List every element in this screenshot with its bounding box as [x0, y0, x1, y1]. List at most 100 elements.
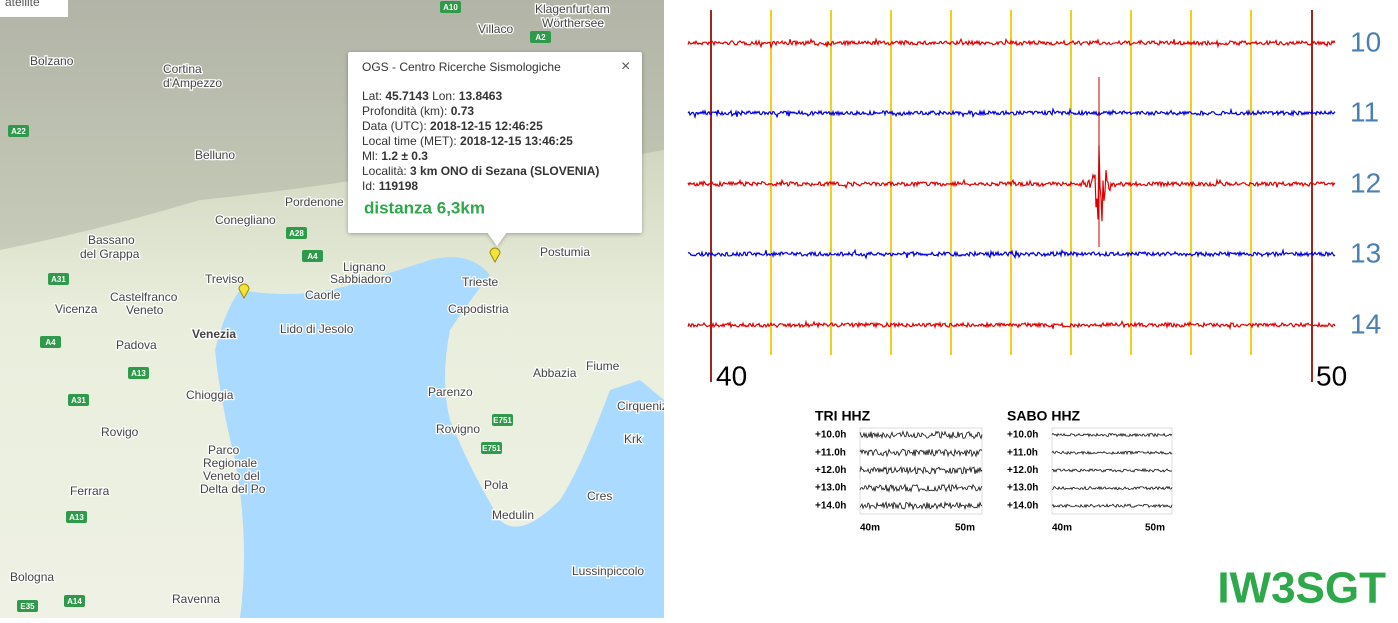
seismo-panel [664, 0, 1398, 618]
place-label: Klagenfurt am [535, 2, 610, 16]
popup-label: Profondità (km): [362, 104, 451, 118]
popup-value: 1.2 ± 0.3 [381, 149, 428, 163]
place-label: Wörthersee [542, 16, 604, 30]
road-label: A4 [45, 338, 56, 347]
road-label: A13 [131, 369, 146, 378]
popup-label: Data (UTC): [362, 119, 430, 133]
road-shield [530, 31, 551, 43]
place-label: Trieste [462, 275, 499, 289]
thumb-row-label: +12.0h [815, 465, 846, 476]
thumb-axis-label: 50m [1145, 523, 1165, 534]
road-shield [492, 414, 513, 426]
road-label: A2 [535, 33, 546, 42]
thumb-row-label: +10.0h [1007, 430, 1038, 441]
place-label: Capodistria [448, 302, 509, 316]
popup-value: 45.7143 [385, 89, 429, 103]
thumb-row-label: +14.0h [1007, 500, 1038, 511]
thumb-row-label: +14.0h [815, 500, 846, 511]
thumb-trace [1051, 450, 1173, 456]
minute-label: 40 [716, 360, 747, 391]
road-shield [8, 125, 29, 137]
place-label: Lussinpiccolo [572, 564, 644, 578]
road-shield [128, 367, 149, 379]
place-label: Bolzano [30, 54, 74, 68]
thumb-row-label: +11.0h [1007, 447, 1038, 458]
place-label: Caorle [305, 288, 341, 302]
road-label: A31 [51, 275, 66, 284]
place-label: d'Ampezzo [163, 76, 222, 90]
distance: distanza 6,3km [364, 198, 485, 217]
thumb-trace [859, 465, 983, 475]
place-label: Pola [484, 478, 508, 492]
place-label: Chioggia [186, 388, 234, 402]
place-label: Castelfranco [110, 290, 178, 304]
place-label: del Grappa [80, 247, 140, 261]
thumb-row-label: +13.0h [1007, 483, 1038, 494]
place-label: Rovigo [101, 425, 139, 439]
popup-value: 3 km ONO di Sezana (SLOVENIA) [410, 164, 599, 178]
marker[interactable] [238, 283, 250, 300]
marker[interactable] [489, 247, 501, 264]
road-shield [286, 227, 307, 239]
thumb-axis-label: 40m [860, 523, 880, 534]
place-label: Abbazia [533, 366, 577, 380]
popup-label: Lon: [429, 89, 459, 103]
hour-label: 14 [1350, 308, 1381, 339]
place-label: Conegliano [215, 213, 276, 227]
place-label: Treviso [205, 272, 244, 286]
road-label: E35 [20, 602, 35, 611]
thumb-trace [859, 483, 983, 493]
place-label: Venezia [192, 327, 236, 341]
popup-label: Ml: [362, 149, 381, 163]
hour-label: 12 [1350, 167, 1381, 198]
popup [348, 52, 642, 246]
place-label: Medulin [492, 508, 534, 522]
popup-box [348, 52, 642, 233]
popup-row: Local time (MET): 2018-12-15 13:46:25 [362, 134, 573, 148]
road-shield [481, 442, 502, 454]
popup-label: Local time (MET): [362, 134, 460, 148]
popup-row: Profondità (km): 0.73 [362, 104, 474, 118]
road-label: A13 [69, 513, 84, 522]
thumb-trace [859, 448, 983, 458]
place-label: Fiume [586, 359, 620, 373]
map-type-button[interactable] [0, 0, 68, 17]
road-label: A28 [289, 229, 304, 238]
place-label: Bologna [10, 570, 54, 584]
popup-label: Lat: [362, 89, 385, 103]
thumb-trace [859, 430, 983, 440]
popup-row: Ml: 1.2 ± 0.3 [362, 149, 428, 163]
road-shield [64, 595, 85, 607]
road-label: A10 [443, 3, 458, 12]
popup-value: 119198 [379, 179, 419, 193]
road-shield [40, 336, 61, 348]
trace [687, 107, 1336, 120]
road-shield [17, 600, 38, 612]
popup-close[interactable]: × [621, 58, 630, 75]
thumb-title: TRI HHZ [815, 408, 871, 424]
road-shield [68, 394, 89, 406]
trace [687, 144, 1336, 222]
place-label: Regionale [203, 456, 257, 470]
popup-label: Id: [362, 179, 379, 193]
place-label: Padova [116, 338, 157, 352]
place-label: Postumia [540, 245, 590, 259]
trace [687, 37, 1336, 50]
trace [687, 248, 1336, 260]
place-label: Pordenone [285, 195, 344, 209]
place-label: Villaco [478, 22, 513, 36]
map-type-label: atellite [5, 0, 40, 9]
thumb-axis-label: 40m [1052, 523, 1072, 534]
road-label: A31 [71, 396, 86, 405]
place-label: Belluno [195, 148, 235, 162]
place-label: Lido di Jesolo [280, 322, 354, 336]
place-label: Rovigno [436, 422, 480, 436]
place-label: Lignano [343, 260, 386, 274]
popup-value: 2018-12-15 13:46:25 [460, 134, 573, 148]
place-label: Sabbiadoro [330, 272, 392, 286]
popup-title: OGS - Centro Ricerche Sismologiche [362, 60, 561, 74]
road-shield [48, 273, 69, 285]
road-shield [66, 511, 87, 523]
